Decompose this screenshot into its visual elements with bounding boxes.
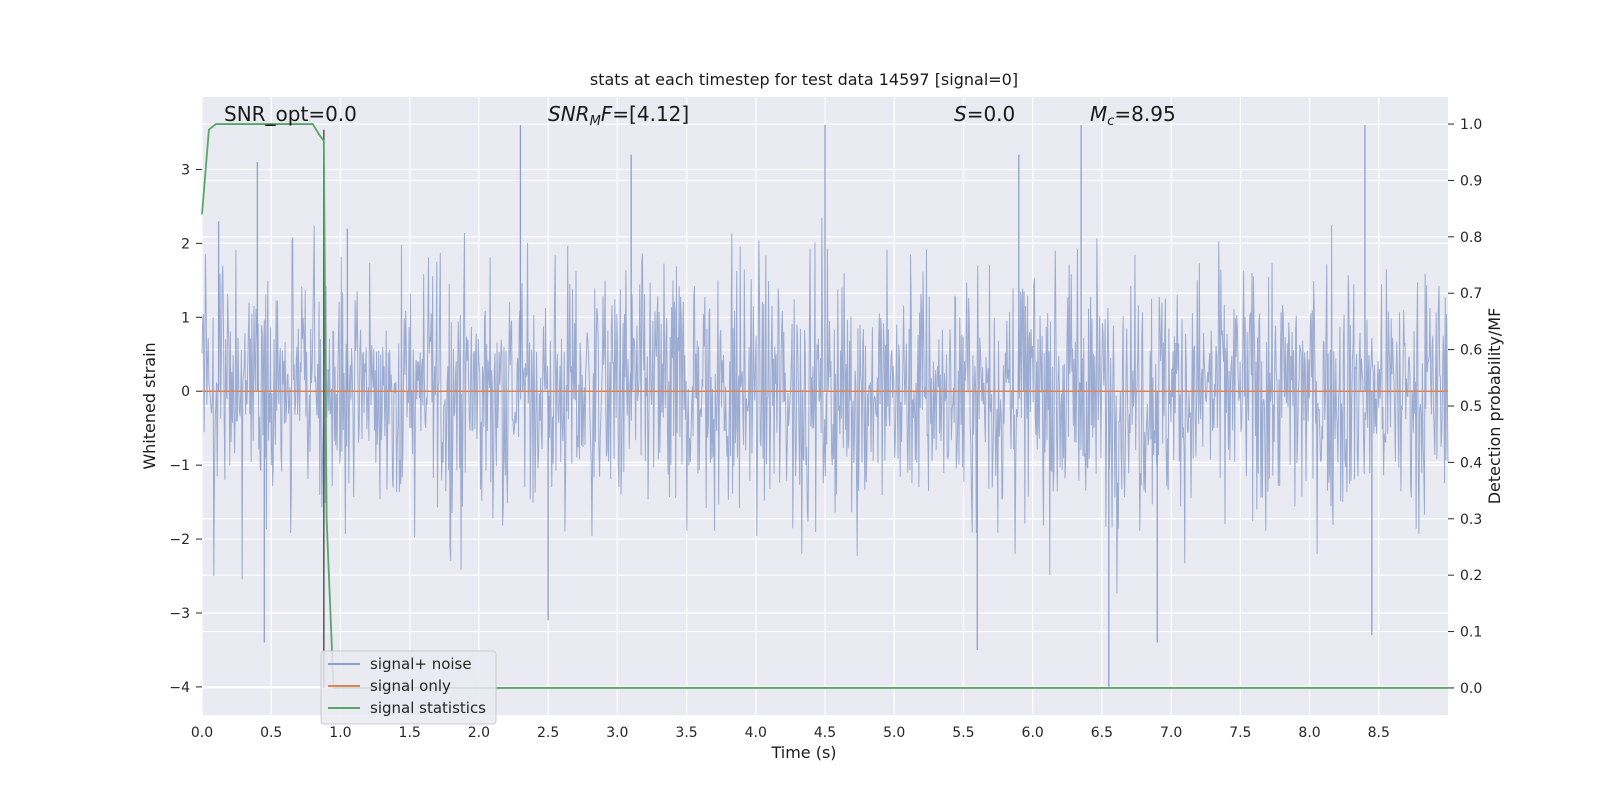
mc-symbol: M <box>1090 102 1107 126</box>
x-tick-label: 2.0 <box>468 725 490 741</box>
signal-statistics-line <box>201 123 1448 689</box>
s-stat-annotation: S=0.0 <box>954 102 1015 126</box>
x-tick-label: 8.5 <box>1368 725 1390 741</box>
s-stat-value: =0.0 <box>967 102 1016 126</box>
s-stat-symbol: S <box>954 102 967 126</box>
snr-mf-subscript: M <box>590 114 601 129</box>
y-tick-label: 2 <box>181 236 190 252</box>
legend-label-signal-only: signal only <box>370 677 451 695</box>
y-right-tick-label: 0.1 <box>1460 625 1482 641</box>
x-tick-label: 6.0 <box>1022 725 1044 741</box>
snr-mf-annotation: SNRMF=[4.12] <box>548 102 689 129</box>
snr-mf-symbol: SNR <box>548 102 590 126</box>
y-axis-right-label: Detection probability/MF <box>1485 308 1504 505</box>
plot-area <box>201 123 1449 689</box>
chart-title: stats at each timestep for test data 145… <box>590 70 1018 89</box>
legend-label-signal-noise: signal+ noise <box>370 655 472 673</box>
x-tick-label: 3.5 <box>675 725 697 741</box>
legend-box <box>320 650 497 725</box>
y-right-tick-label: 0.4 <box>1460 455 1482 471</box>
snr-opt-annotation: SNR_opt=0.0 <box>224 102 357 126</box>
y-right-tick-label: 0.9 <box>1460 173 1482 189</box>
mc-annotation: Mc=8.95 <box>1090 102 1176 129</box>
x-tick-label: 0.0 <box>191 725 213 741</box>
y-tick-label: −2 <box>169 532 190 548</box>
y-axis-label: Whitened strain <box>140 342 159 469</box>
x-tick-label: 4.5 <box>814 725 836 741</box>
legend-label-signal-statistics: signal statistics <box>370 699 486 717</box>
y-tick-label: −4 <box>169 680 190 696</box>
mc-subscript: c <box>1107 114 1114 129</box>
snr-mf-suffix: F <box>601 102 613 126</box>
y-right-tick-label: 0.5 <box>1460 399 1482 415</box>
x-tick-label: 5.5 <box>952 725 974 741</box>
y-right-tick-label: 0.7 <box>1460 286 1482 302</box>
mc-value: =8.95 <box>1114 102 1175 126</box>
x-tick-label: 1.5 <box>399 725 421 741</box>
y-tick-label: 3 <box>181 162 190 178</box>
legend: signal+ noise signal only signal statist… <box>320 650 497 725</box>
y-tick-label: 0 <box>181 384 190 400</box>
y-right-tick-label: 0.6 <box>1460 343 1482 359</box>
y-right-tick-label: 1.0 <box>1460 117 1482 133</box>
y-tick-label: −1 <box>169 458 190 474</box>
x-tick-label: 4.0 <box>745 725 767 741</box>
y-tick-label: −3 <box>169 606 190 622</box>
x-tick-label: 7.0 <box>1160 725 1182 741</box>
x-tick-label: 7.5 <box>1229 725 1251 741</box>
x-tick-label: 2.5 <box>537 725 559 741</box>
x-tick-label: 0.5 <box>260 725 282 741</box>
y-tick-label: 1 <box>181 310 190 326</box>
x-tick-label: 1.0 <box>329 725 351 741</box>
x-tick-label: 3.0 <box>606 725 628 741</box>
x-tick-label: 5.0 <box>883 725 905 741</box>
y-right-tick-label: 0.3 <box>1460 512 1482 528</box>
snr-mf-value: =[4.12] <box>612 102 689 126</box>
x-tick-label: 8.0 <box>1298 725 1320 741</box>
x-tick-label: 6.5 <box>1091 725 1113 741</box>
signal-noise-line <box>201 217 1449 594</box>
y-right-tick-label: 0.8 <box>1460 230 1482 246</box>
y-right-tick-label: 0.0 <box>1460 681 1482 697</box>
y-right-tick-label: 0.2 <box>1460 568 1482 584</box>
x-axis-label: Time (s) <box>770 743 836 762</box>
